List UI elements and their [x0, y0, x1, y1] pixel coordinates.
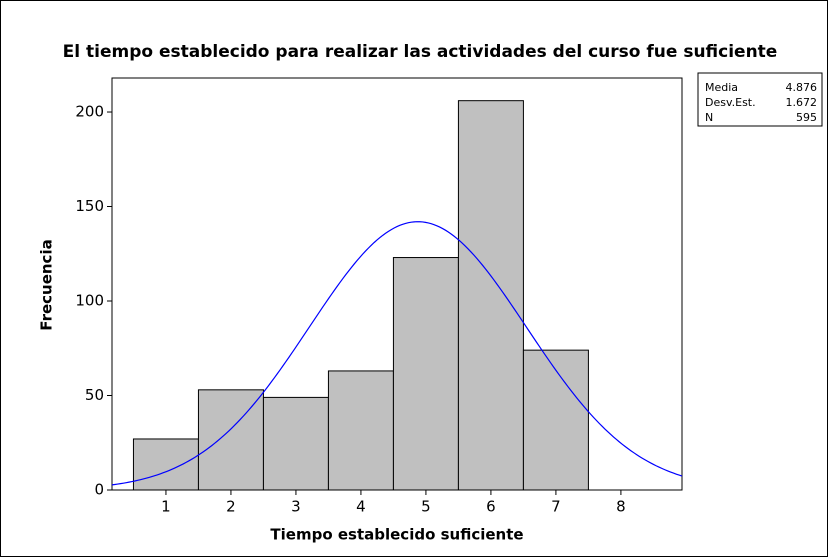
bar [457, 100, 524, 491]
x-axis-label: Tiempo establecido suficiente [270, 526, 523, 544]
bar [392, 257, 459, 491]
x-tick-label: 3 [291, 498, 301, 516]
stat-value: 595 [796, 111, 817, 124]
y-axis-label: Frecuencia [38, 239, 56, 330]
bar [132, 438, 199, 491]
x-tick-label: 2 [226, 498, 236, 516]
x-tick-label: 7 [551, 498, 561, 516]
x-tick-label: 4 [356, 498, 366, 516]
y-tick-label: 0 [94, 481, 104, 499]
y-tick-label: 200 [75, 103, 104, 121]
x-tick-label: 6 [486, 498, 496, 516]
stat-label: Media [705, 81, 738, 94]
bar [522, 349, 589, 491]
stats-box [697, 72, 823, 127]
bar [197, 389, 264, 491]
bar [327, 370, 394, 491]
x-tick-label: 5 [421, 498, 431, 516]
stat-value: 1.672 [786, 96, 818, 109]
y-tick-label: 150 [75, 197, 104, 215]
normal-fit-curve [111, 221, 683, 486]
x-tick-label: 8 [616, 498, 626, 516]
chart-title: El tiempo establecido para realizar las … [63, 42, 778, 62]
stat-label: N [705, 111, 713, 124]
y-tick-label: 50 [85, 386, 104, 404]
bar [262, 396, 329, 491]
x-tick-label: 1 [161, 498, 171, 516]
y-tick-label: 100 [75, 292, 104, 310]
stat-label: Desv.Est. [705, 96, 756, 109]
stat-value: 4.876 [786, 81, 818, 94]
